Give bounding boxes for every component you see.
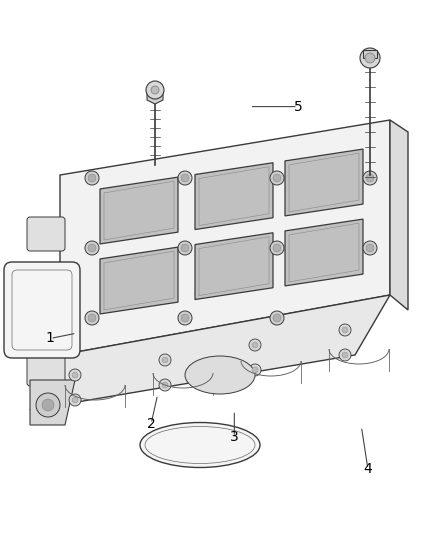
Circle shape	[159, 379, 171, 391]
Polygon shape	[390, 120, 408, 310]
Text: 1: 1	[46, 332, 55, 345]
Circle shape	[363, 171, 377, 185]
Circle shape	[181, 314, 189, 322]
Circle shape	[339, 349, 351, 361]
Text: 2: 2	[147, 417, 155, 431]
FancyBboxPatch shape	[27, 287, 65, 321]
Circle shape	[72, 372, 78, 378]
Polygon shape	[195, 233, 273, 300]
Circle shape	[42, 399, 54, 411]
Circle shape	[252, 342, 258, 348]
Circle shape	[249, 339, 261, 351]
Circle shape	[360, 48, 380, 68]
Circle shape	[270, 241, 284, 255]
Polygon shape	[147, 92, 163, 104]
Ellipse shape	[185, 356, 255, 394]
Polygon shape	[30, 380, 75, 425]
Polygon shape	[60, 120, 390, 355]
Circle shape	[249, 364, 261, 376]
Circle shape	[69, 369, 81, 381]
Circle shape	[270, 171, 284, 185]
Circle shape	[273, 244, 281, 252]
Circle shape	[85, 171, 99, 185]
Circle shape	[270, 311, 284, 325]
Circle shape	[342, 352, 348, 358]
Circle shape	[273, 174, 281, 182]
Polygon shape	[100, 177, 178, 244]
Circle shape	[146, 81, 164, 99]
Circle shape	[159, 354, 171, 366]
FancyBboxPatch shape	[4, 262, 80, 358]
Circle shape	[273, 314, 281, 322]
Circle shape	[162, 382, 168, 388]
Circle shape	[339, 324, 351, 336]
Circle shape	[366, 244, 374, 252]
FancyBboxPatch shape	[27, 352, 65, 386]
Circle shape	[88, 244, 96, 252]
FancyBboxPatch shape	[27, 217, 65, 251]
Circle shape	[36, 393, 60, 417]
Circle shape	[342, 327, 348, 333]
Circle shape	[363, 241, 377, 255]
Polygon shape	[195, 163, 273, 230]
Circle shape	[181, 244, 189, 252]
Circle shape	[178, 311, 192, 325]
Polygon shape	[363, 50, 377, 58]
Polygon shape	[285, 149, 363, 216]
Circle shape	[151, 86, 159, 94]
Polygon shape	[285, 219, 363, 286]
Circle shape	[88, 174, 96, 182]
Circle shape	[178, 171, 192, 185]
Text: 3: 3	[230, 430, 239, 444]
Ellipse shape	[140, 423, 260, 467]
Circle shape	[366, 174, 374, 182]
Text: 4: 4	[364, 462, 372, 476]
Circle shape	[72, 397, 78, 403]
Circle shape	[88, 314, 96, 322]
Polygon shape	[100, 247, 178, 314]
Text: 5: 5	[293, 100, 302, 114]
Circle shape	[85, 241, 99, 255]
Circle shape	[252, 367, 258, 373]
Circle shape	[69, 394, 81, 406]
Circle shape	[178, 241, 192, 255]
Circle shape	[365, 53, 375, 63]
Circle shape	[85, 311, 99, 325]
Circle shape	[162, 357, 168, 363]
Circle shape	[181, 174, 189, 182]
Polygon shape	[30, 295, 390, 410]
